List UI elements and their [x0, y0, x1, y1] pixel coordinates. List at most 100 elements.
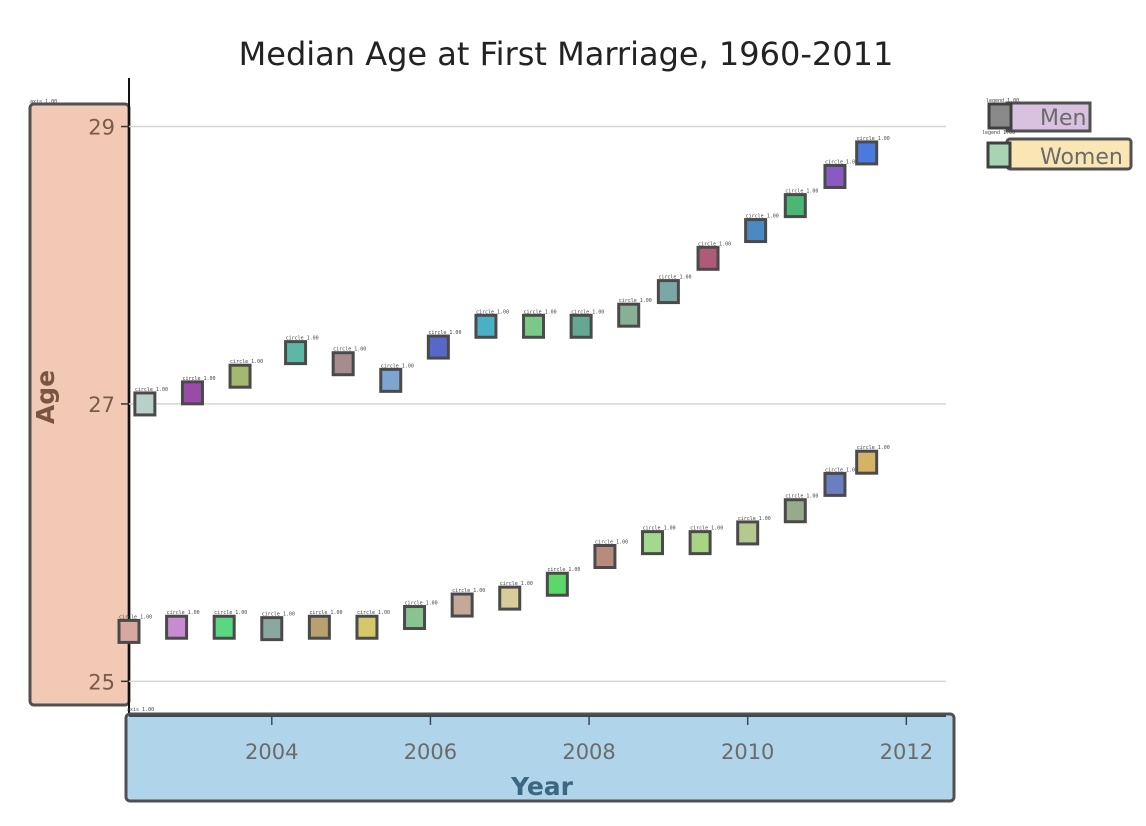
marker-women-0: [117, 618, 141, 644]
x-tick-label-2010: 2010: [721, 740, 774, 764]
marker-men-0: [133, 391, 157, 417]
point-men-0: circle 1.00: [133, 387, 168, 417]
x-axis-band: [124, 712, 956, 803]
marker-men-8: [522, 313, 546, 339]
marker-annotation-women-6: circle 1.00: [405, 601, 438, 607]
point-women-13: circle 1.00: [736, 516, 771, 546]
point-women-11: circle 1.00: [641, 526, 676, 556]
legend-women-annotation: legend 1.00: [982, 130, 1015, 136]
point-women-16: circle 1.00: [855, 445, 890, 475]
point-women-5: circle 1.00: [355, 610, 390, 640]
marker-men-13: [744, 218, 768, 244]
x-tick-label-2008: 2008: [562, 740, 615, 764]
marker-annotation-men-15: circle 1.00: [825, 159, 858, 165]
marker-annotation-men-12: circle 1.00: [698, 241, 731, 247]
marker-annotation-women-9: circle 1.00: [547, 567, 580, 573]
marker-men-11: [656, 279, 680, 305]
marker-women-12: [688, 530, 712, 556]
x-axis-region: axis 1.00 Year: [124, 707, 956, 803]
marker-women-15: [823, 471, 847, 497]
marker-men-1: [180, 380, 204, 406]
marker-women-7: [450, 592, 474, 618]
gridlines: [129, 125, 946, 683]
marker-women-6: [403, 605, 427, 631]
marker-annotation-women-10: circle 1.00: [595, 540, 628, 546]
data-points: circle 1.00 circle 1.00 circle 1.00 circle …: [117, 136, 890, 644]
point-women-12: circle 1.00: [688, 526, 723, 556]
marker-women-4: [307, 614, 331, 640]
marker-women-14: [783, 498, 807, 524]
point-men-9: circle 1.00: [569, 309, 604, 339]
y-axis-title: Age: [31, 370, 60, 424]
marker-annotation-men-5: circle 1.00: [381, 363, 414, 369]
marker-women-1: [165, 614, 189, 640]
x-axis-title: Year: [510, 772, 574, 801]
y-axis-annotation: axis 1.00: [30, 99, 57, 105]
marker-annotation-men-1: circle 1.00: [182, 376, 215, 382]
marker-annotation-women-16: circle 1.00: [857, 445, 890, 451]
legend-women-marker: [986, 141, 1012, 169]
marker-men-10: [617, 302, 641, 328]
point-men-8: circle 1.00: [522, 309, 557, 339]
point-women-9: circle 1.00: [545, 567, 580, 597]
marker-women-10: [593, 544, 617, 569]
marker-men-6: [426, 334, 450, 360]
marker-men-5: [379, 367, 403, 393]
point-men-10: circle 1.00: [617, 298, 652, 328]
y-tick-label-25: 25: [88, 670, 115, 694]
marker-annotation-women-8: circle 1.00: [500, 581, 533, 587]
x-tick-label-2004: 2004: [245, 740, 298, 764]
marker-annotation-men-6: circle 1.00: [428, 330, 461, 336]
point-men-14: circle 1.00: [783, 189, 818, 219]
marker-annotation-men-16: circle 1.00: [857, 136, 890, 142]
marker-annotation-women-0: circle 1.00: [119, 614, 152, 620]
point-men-7: circle 1.00: [474, 309, 509, 339]
legend-men-swatch-box: [1005, 101, 1092, 133]
point-men-13: circle 1.00: [744, 214, 779, 244]
point-women-3: circle 1.00: [260, 612, 295, 642]
point-men-2: circle 1.00: [228, 359, 263, 389]
marker-men-4: [331, 351, 355, 377]
marker-women-11: [641, 530, 665, 556]
point-women-10: circle 1.00: [593, 540, 628, 569]
point-men-15: circle 1.00: [823, 159, 858, 189]
marker-men-15: [823, 163, 847, 189]
point-women-8: circle 1.00: [498, 581, 533, 611]
marker-men-2: [228, 363, 252, 389]
point-women-4: circle 1.00: [307, 610, 342, 640]
marker-men-16: [855, 140, 879, 166]
marker-annotation-men-3: circle 1.00: [286, 336, 319, 342]
x-tick-label-2012: 2012: [880, 740, 933, 764]
legend: legend 1.00 Men legend 1.00 Women: [982, 98, 1133, 171]
marker-women-8: [498, 585, 522, 611]
marker-men-14: [783, 193, 807, 219]
point-men-3: circle 1.00: [284, 336, 319, 366]
point-men-4: circle 1.00: [331, 347, 366, 377]
y-tick-label-29: 29: [88, 116, 115, 140]
marker-women-9: [545, 571, 569, 597]
marker-annotation-men-14: circle 1.00: [785, 189, 818, 195]
marker-annotation-men-11: circle 1.00: [658, 275, 691, 281]
marker-annotation-men-8: circle 1.00: [524, 309, 557, 315]
point-women-7: circle 1.00: [450, 588, 485, 618]
marker-men-3: [284, 340, 308, 366]
marker-annotation-men-10: circle 1.00: [619, 298, 652, 304]
legend-women-label: Women: [1040, 145, 1123, 170]
point-women-14: circle 1.00: [783, 494, 818, 524]
marker-annotation-men-4: circle 1.00: [333, 347, 366, 353]
marker-women-5: [355, 614, 379, 640]
marker-men-7: [474, 313, 498, 339]
marker-annotation-women-11: circle 1.00: [643, 526, 676, 532]
marker-annotation-women-2: circle 1.00: [214, 610, 247, 616]
point-men-5: circle 1.00: [379, 363, 414, 393]
marker-annotation-women-14: circle 1.00: [785, 494, 818, 500]
legend-item-women: legend 1.00 Women: [982, 130, 1133, 171]
marker-women-2: [212, 614, 236, 640]
point-women-6: circle 1.00: [403, 601, 438, 631]
y-tick-label-27: 27: [88, 393, 115, 417]
point-men-1: circle 1.00: [180, 376, 216, 406]
marker-women-13: [736, 520, 760, 546]
marker-women-16: [855, 449, 879, 475]
chart-title: Median Age at First Marriage, 1960-2011: [239, 35, 894, 73]
marker-annotation-women-15: circle 1.00: [825, 467, 858, 473]
